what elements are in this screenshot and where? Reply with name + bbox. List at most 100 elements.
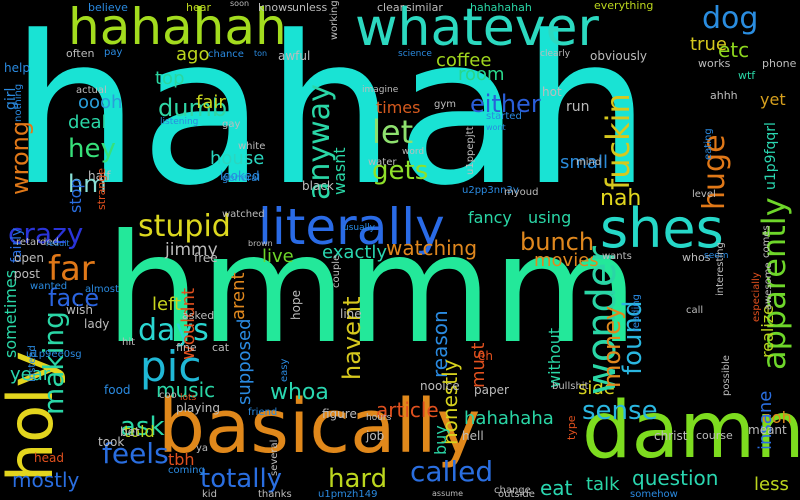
- word-cat: cat: [212, 341, 230, 354]
- word-bet: bet: [120, 425, 140, 439]
- word-open: open: [14, 251, 44, 265]
- word-wasnt: wasnt: [330, 147, 349, 195]
- word-head: head: [34, 451, 64, 465]
- word-believe: believe: [88, 1, 128, 14]
- word-hear: hear: [186, 1, 212, 14]
- word-friend: friend: [248, 407, 278, 418]
- word-christ: christ: [654, 429, 688, 443]
- word-without: without: [545, 327, 564, 388]
- word-eat: eat: [540, 476, 573, 500]
- word-wtf: wtf: [738, 69, 756, 82]
- word-hard: hard: [328, 464, 388, 494]
- word-crazy: crazy: [8, 217, 84, 250]
- word-year: year: [10, 364, 51, 385]
- word-whatever: whatever: [355, 0, 599, 58]
- word-less: less: [754, 474, 789, 495]
- word-called: called: [410, 455, 494, 488]
- word-brown: brown: [248, 239, 273, 248]
- word-buy: buy: [431, 425, 450, 455]
- word-times: times: [376, 98, 421, 117]
- word-coo: coo: [159, 390, 177, 401]
- word-gay: gay: [222, 119, 241, 130]
- word-black: black: [302, 179, 334, 193]
- word-etc: etc: [718, 38, 750, 62]
- word-fuckin: fuckin: [599, 93, 637, 190]
- word-shes: shes: [600, 197, 724, 260]
- word-help: help: [4, 61, 30, 75]
- word-hm: hm: [68, 170, 107, 198]
- word-usually: usually: [343, 223, 375, 233]
- word-oooh: oooh: [78, 92, 123, 113]
- word-outside: outside: [498, 489, 535, 500]
- word-u1pmzh149: u1pmzh149: [318, 489, 378, 500]
- word-meant: meant: [748, 423, 787, 437]
- word-myoud: myoud: [504, 187, 539, 198]
- word-couple: couple: [331, 254, 342, 288]
- word-ago: ago: [176, 44, 210, 65]
- word-awesome: awesome: [763, 262, 774, 310]
- word-awful: awful: [278, 49, 311, 63]
- word-assume: assume: [432, 489, 464, 498]
- word-general: general: [222, 173, 261, 184]
- word-hahahaha: hahahaha: [464, 408, 554, 429]
- word-science: science: [398, 49, 432, 59]
- word-u1p9fqqrl: u1p9fqqrl: [763, 122, 779, 190]
- word-kid: kid: [202, 489, 217, 500]
- word-bullshit: bullshit: [552, 381, 589, 392]
- word-hmmm: hmmm: [105, 203, 639, 377]
- word-sense: sense: [582, 396, 658, 426]
- word-told: told: [124, 422, 155, 441]
- word-damn: damn: [582, 386, 800, 476]
- word-live: live: [262, 246, 294, 267]
- word-ya: ya: [196, 443, 209, 454]
- word-started: started: [486, 111, 522, 122]
- word-fancy: fancy: [468, 208, 512, 227]
- word-fine: fine: [176, 341, 197, 354]
- word-possible: possible: [721, 355, 732, 396]
- word-talk: talk: [586, 474, 620, 495]
- word-imagine: imagine: [362, 85, 399, 95]
- word-nah: nah: [600, 186, 642, 211]
- word-similar: similar: [406, 1, 443, 14]
- word-basically: basically: [158, 384, 481, 470]
- word-clear: clear: [377, 1, 405, 14]
- word-everything: everything: [594, 0, 654, 12]
- word-hahahahah: hahahahah: [470, 1, 532, 14]
- word-knows: knows: [258, 1, 293, 14]
- word-strange: strange: [95, 167, 108, 210]
- word-deal: deal: [68, 112, 107, 133]
- word-unless: unless: [292, 1, 328, 14]
- word-actual: actual: [76, 85, 107, 96]
- word-somehow: somehow: [630, 489, 678, 500]
- word-top: top: [155, 68, 185, 89]
- word-watched: watched: [222, 209, 265, 220]
- word-u2pp3nn3v: u2pp3nn3v: [462, 185, 519, 196]
- word-works: works: [698, 57, 731, 70]
- word-arent: arent: [228, 272, 249, 320]
- word-looked: looked: [220, 169, 260, 183]
- word-house: house: [210, 148, 265, 169]
- word-playing: playing: [176, 401, 220, 415]
- word-coming: coming: [168, 465, 205, 476]
- word-pic: pic: [140, 342, 202, 391]
- word-wrong: wrong: [6, 120, 34, 195]
- word-change: change: [494, 485, 531, 496]
- word-word: word: [402, 147, 425, 157]
- word-water: water: [368, 157, 397, 168]
- word-reading: reading: [631, 294, 642, 332]
- word-stupid: stupid: [138, 209, 231, 244]
- word-watching: watching: [386, 236, 478, 260]
- word-soon: soon: [230, 0, 250, 8]
- word-often: often: [66, 47, 95, 60]
- word-asked: asked: [182, 309, 215, 322]
- word-wish: wish: [66, 303, 94, 317]
- word-thanks: thanks: [258, 489, 292, 500]
- word-easy: easy: [279, 358, 290, 382]
- word-figure: figure: [322, 407, 357, 421]
- word-small: small: [560, 152, 608, 173]
- word-let: let: [372, 113, 414, 151]
- word-music: music: [156, 378, 216, 402]
- word-totally: totally: [200, 464, 283, 494]
- word-job: job: [366, 429, 385, 443]
- word-comes: comes: [761, 225, 772, 258]
